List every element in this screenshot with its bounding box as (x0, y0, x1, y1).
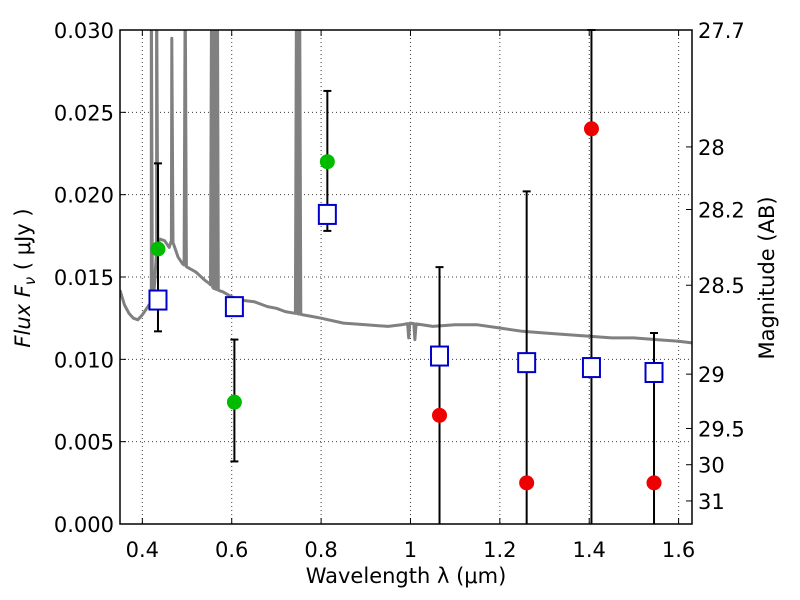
y-tick-label: 0.020 (54, 184, 114, 208)
right-tick-label: 29.5 (698, 417, 745, 441)
right-tick-label: 29 (698, 363, 725, 387)
observed-flux-point (432, 407, 448, 423)
x-tick-label: 1.6 (662, 538, 695, 562)
observed-flux-point (150, 241, 166, 257)
observed-flux-point (319, 154, 335, 170)
model-photometry-square (644, 362, 664, 384)
y-axis-label-sub: ν (21, 277, 39, 285)
y-axis-label-unit: ( μJy ) (11, 208, 35, 276)
y-axis-label: Flux Fν ( μJy ) (11, 208, 39, 347)
x-tick-label: 0.4 (126, 538, 159, 562)
model-photometry-square (581, 357, 601, 379)
right-tick-label: 28.5 (698, 274, 745, 298)
y-tick-label: 0.025 (54, 101, 114, 125)
y-axis-label-main: Flux F (11, 284, 35, 347)
observed-flux-point (226, 394, 242, 410)
x-tick-label: 1 (404, 538, 417, 562)
model-spectrum-layer (120, 30, 692, 345)
y-tick-label: 0.015 (54, 266, 114, 290)
plot-frame (119, 29, 693, 525)
model-spectrum-line (120, 30, 692, 345)
model-photometry-square (317, 203, 337, 225)
observed-flux-point (583, 121, 599, 137)
y-tick-label: 0.000 (54, 513, 114, 537)
model-photometry-square (517, 352, 537, 374)
right-tick-label: 28.2 (698, 198, 745, 222)
observed-flux-point (519, 475, 535, 491)
y-tick-label: 0.030 (54, 19, 114, 43)
y-tick-label: 0.010 (54, 348, 114, 372)
x-axis-label: Wavelength λ (μm) (306, 564, 507, 588)
grid-layer (120, 29, 692, 525)
right-tick-label: 28 (698, 136, 725, 160)
y-tick-label: 0.005 (54, 431, 114, 455)
model-photometry-square (430, 345, 450, 367)
observed-flux-point (646, 475, 662, 491)
right-tick-label: 27.7 (698, 19, 745, 43)
right-axis-label: Magnitude (AB) (755, 196, 779, 359)
x-tick-label: 1.2 (483, 538, 516, 562)
right-tick-label: 31 (698, 490, 725, 514)
model-photometry-square (224, 296, 244, 318)
x-tick-label: 0.8 (304, 538, 337, 562)
marker-layer (148, 121, 664, 491)
x-tick-label: 1.4 (573, 538, 606, 562)
model-photometry-square (148, 289, 168, 311)
right-tick-label: 30 (698, 454, 725, 478)
tick-layer: 0.4 0.6 0.8 1 1.2 1.4 1.6 0.000 0.005 0.010 0.015 0… (54, 19, 745, 562)
x-tick-label: 0.6 (215, 538, 248, 562)
error-bar-layer (153, 29, 659, 524)
